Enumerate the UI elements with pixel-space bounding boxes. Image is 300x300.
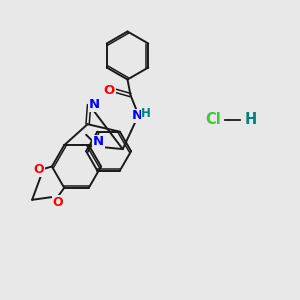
Text: H: H xyxy=(244,112,256,128)
Text: N: N xyxy=(132,109,143,122)
Text: O: O xyxy=(104,83,115,97)
Text: H: H xyxy=(141,106,151,120)
Text: O: O xyxy=(52,196,63,209)
Text: O: O xyxy=(33,163,44,176)
Text: N: N xyxy=(93,135,104,148)
Text: Cl: Cl xyxy=(205,112,221,128)
Text: N: N xyxy=(89,98,100,111)
